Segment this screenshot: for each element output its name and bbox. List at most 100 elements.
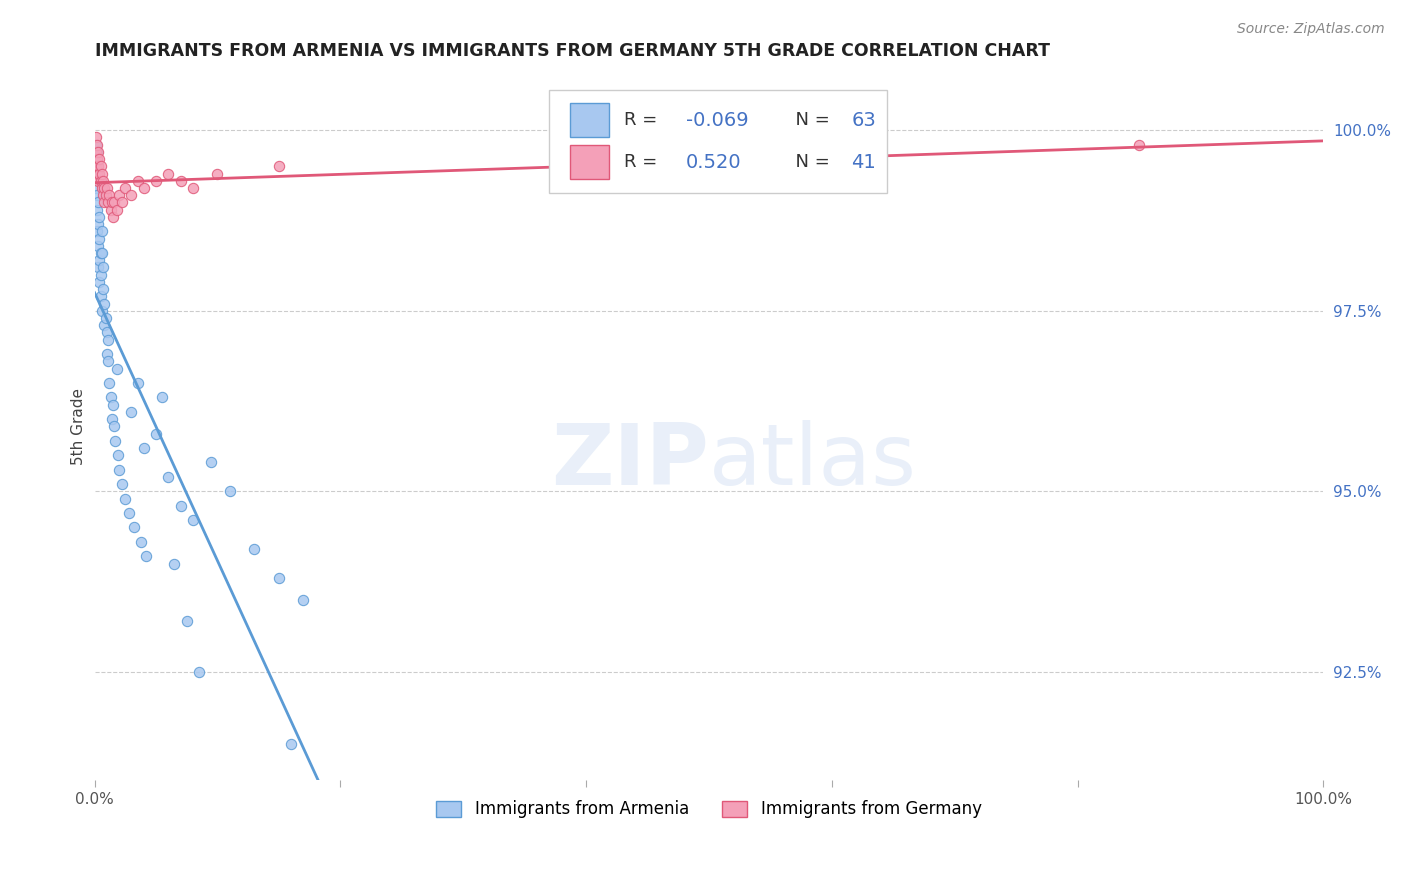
Point — [108, 463, 131, 477]
Point — [181, 513, 204, 527]
Point — [127, 376, 149, 390]
Point — [110, 477, 132, 491]
Point — [96, 181, 118, 195]
Point — [89, 275, 111, 289]
Point — [100, 195, 122, 210]
Point — [84, 145, 107, 159]
Point — [90, 246, 112, 260]
Point — [90, 159, 112, 173]
Point — [157, 167, 180, 181]
Point — [86, 167, 108, 181]
Point — [91, 174, 114, 188]
Point — [101, 210, 124, 224]
Point — [93, 195, 115, 210]
Text: 63: 63 — [852, 111, 876, 130]
Point — [87, 217, 110, 231]
Point — [98, 188, 121, 202]
Point — [86, 152, 108, 166]
Point — [267, 159, 290, 173]
Point — [89, 231, 111, 245]
Point — [91, 181, 114, 195]
Point — [86, 145, 108, 159]
Point — [91, 282, 114, 296]
Text: IMMIGRANTS FROM ARMENIA VS IMMIGRANTS FROM GERMANY 5TH GRADE CORRELATION CHART: IMMIGRANTS FROM ARMENIA VS IMMIGRANTS FR… — [94, 42, 1049, 60]
Point — [150, 391, 173, 405]
Point — [114, 181, 136, 195]
Point — [188, 665, 211, 679]
Point — [84, 130, 107, 145]
Point — [267, 571, 290, 585]
Point — [218, 484, 240, 499]
Point — [292, 592, 315, 607]
FancyBboxPatch shape — [550, 90, 887, 193]
Point — [84, 159, 107, 173]
Point — [91, 303, 114, 318]
Point — [100, 412, 122, 426]
Point — [118, 506, 141, 520]
Text: ZIP: ZIP — [551, 420, 709, 503]
Point — [163, 557, 186, 571]
Point — [90, 268, 112, 282]
Point — [110, 195, 132, 210]
Point — [91, 224, 114, 238]
Point — [243, 542, 266, 557]
Point — [86, 224, 108, 238]
Point — [169, 499, 191, 513]
Point — [181, 181, 204, 195]
Text: -0.069: -0.069 — [686, 111, 748, 130]
Legend: Immigrants from Armenia, Immigrants from Germany: Immigrants from Armenia, Immigrants from… — [430, 794, 988, 825]
Point — [280, 737, 302, 751]
Point — [97, 195, 120, 210]
Point — [89, 152, 111, 166]
Point — [120, 405, 142, 419]
Point — [132, 181, 155, 195]
Point — [91, 188, 114, 202]
Y-axis label: 5th Grade: 5th Grade — [72, 388, 86, 465]
Point — [169, 174, 191, 188]
Point — [127, 174, 149, 188]
Point — [129, 535, 152, 549]
Text: R =: R = — [624, 153, 664, 171]
Point — [157, 470, 180, 484]
Text: N =: N = — [785, 153, 835, 171]
Point — [1128, 137, 1150, 152]
Text: Source: ZipAtlas.com: Source: ZipAtlas.com — [1237, 22, 1385, 37]
Point — [86, 137, 108, 152]
Point — [91, 260, 114, 275]
Point — [87, 195, 110, 210]
Text: 41: 41 — [852, 153, 876, 172]
Point — [101, 398, 124, 412]
Point — [104, 434, 127, 448]
Point — [97, 354, 120, 368]
Point — [100, 202, 122, 217]
Point — [87, 260, 110, 275]
Point — [93, 296, 115, 310]
Point — [122, 520, 145, 534]
Point — [90, 289, 112, 303]
Point — [89, 210, 111, 224]
Point — [135, 549, 157, 564]
Point — [87, 174, 110, 188]
Point — [108, 188, 131, 202]
Point — [94, 311, 117, 326]
Point — [114, 491, 136, 506]
Point — [97, 333, 120, 347]
Point — [207, 167, 229, 181]
Point — [94, 188, 117, 202]
Point — [93, 318, 115, 333]
Point — [103, 419, 125, 434]
Point — [89, 167, 111, 181]
Point — [86, 202, 108, 217]
Point — [132, 441, 155, 455]
Point — [90, 174, 112, 188]
Point — [87, 145, 110, 159]
Point — [100, 391, 122, 405]
Point — [145, 426, 167, 441]
Point — [105, 202, 128, 217]
FancyBboxPatch shape — [569, 145, 609, 179]
Point — [200, 455, 222, 469]
Point — [105, 361, 128, 376]
Text: R =: R = — [624, 112, 664, 129]
Point — [84, 181, 107, 195]
Point — [176, 615, 198, 629]
